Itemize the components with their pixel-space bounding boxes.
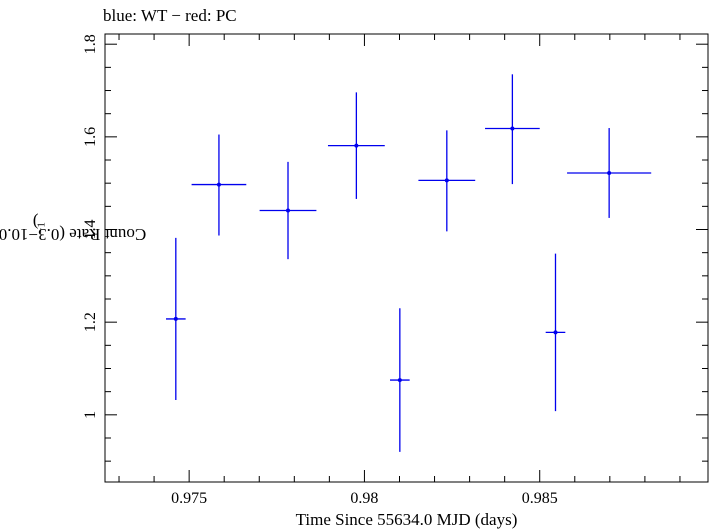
point-marker [553, 330, 558, 335]
y-tick-label: 1.4 [82, 220, 99, 240]
y-axis-label-main: Count Rate (0.3−10.0 keV)(cts s [0, 224, 147, 244]
y-tick-label: 1 [82, 411, 99, 419]
data-point [545, 253, 566, 412]
data-point [390, 308, 410, 452]
data-point [567, 128, 652, 218]
y-axis-label-end: ) [32, 213, 39, 233]
y-tick-label: 1.2 [82, 312, 99, 332]
point-marker [173, 316, 178, 321]
axis-ticks [105, 34, 708, 482]
point-marker [397, 378, 402, 383]
data-point [327, 92, 385, 199]
point-marker [510, 126, 515, 131]
data-point [191, 134, 247, 236]
data-points [166, 74, 652, 452]
plot-frame [104, 33, 709, 483]
chart-title: blue: WT − red: PC [103, 6, 237, 25]
point-marker [286, 208, 291, 213]
point-marker [444, 178, 449, 183]
y-tick-label: 1.6 [82, 127, 99, 147]
x-tick-label: 0.98 [350, 490, 378, 507]
point-marker [354, 143, 359, 148]
data-point [418, 130, 476, 232]
axis-tick-labels: 0.975 0.98 0.985 1 1.2 1.4 1.6 1.8 [82, 34, 558, 507]
point-marker [607, 170, 612, 175]
data-point [485, 74, 540, 185]
data-point [259, 161, 317, 260]
point-marker [216, 182, 221, 187]
data-point [166, 237, 186, 400]
x-tick-label: 0.975 [171, 490, 207, 507]
x-axis-label: Time Since 55634.0 MJD (days) [295, 510, 518, 529]
y-tick-label: 1.8 [82, 34, 99, 54]
x-tick-label: 0.985 [522, 490, 558, 507]
